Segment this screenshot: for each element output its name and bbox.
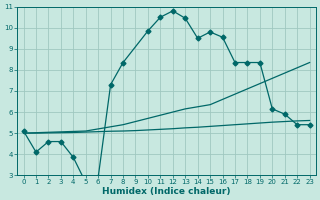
X-axis label: Humidex (Indice chaleur): Humidex (Indice chaleur) bbox=[102, 187, 231, 196]
